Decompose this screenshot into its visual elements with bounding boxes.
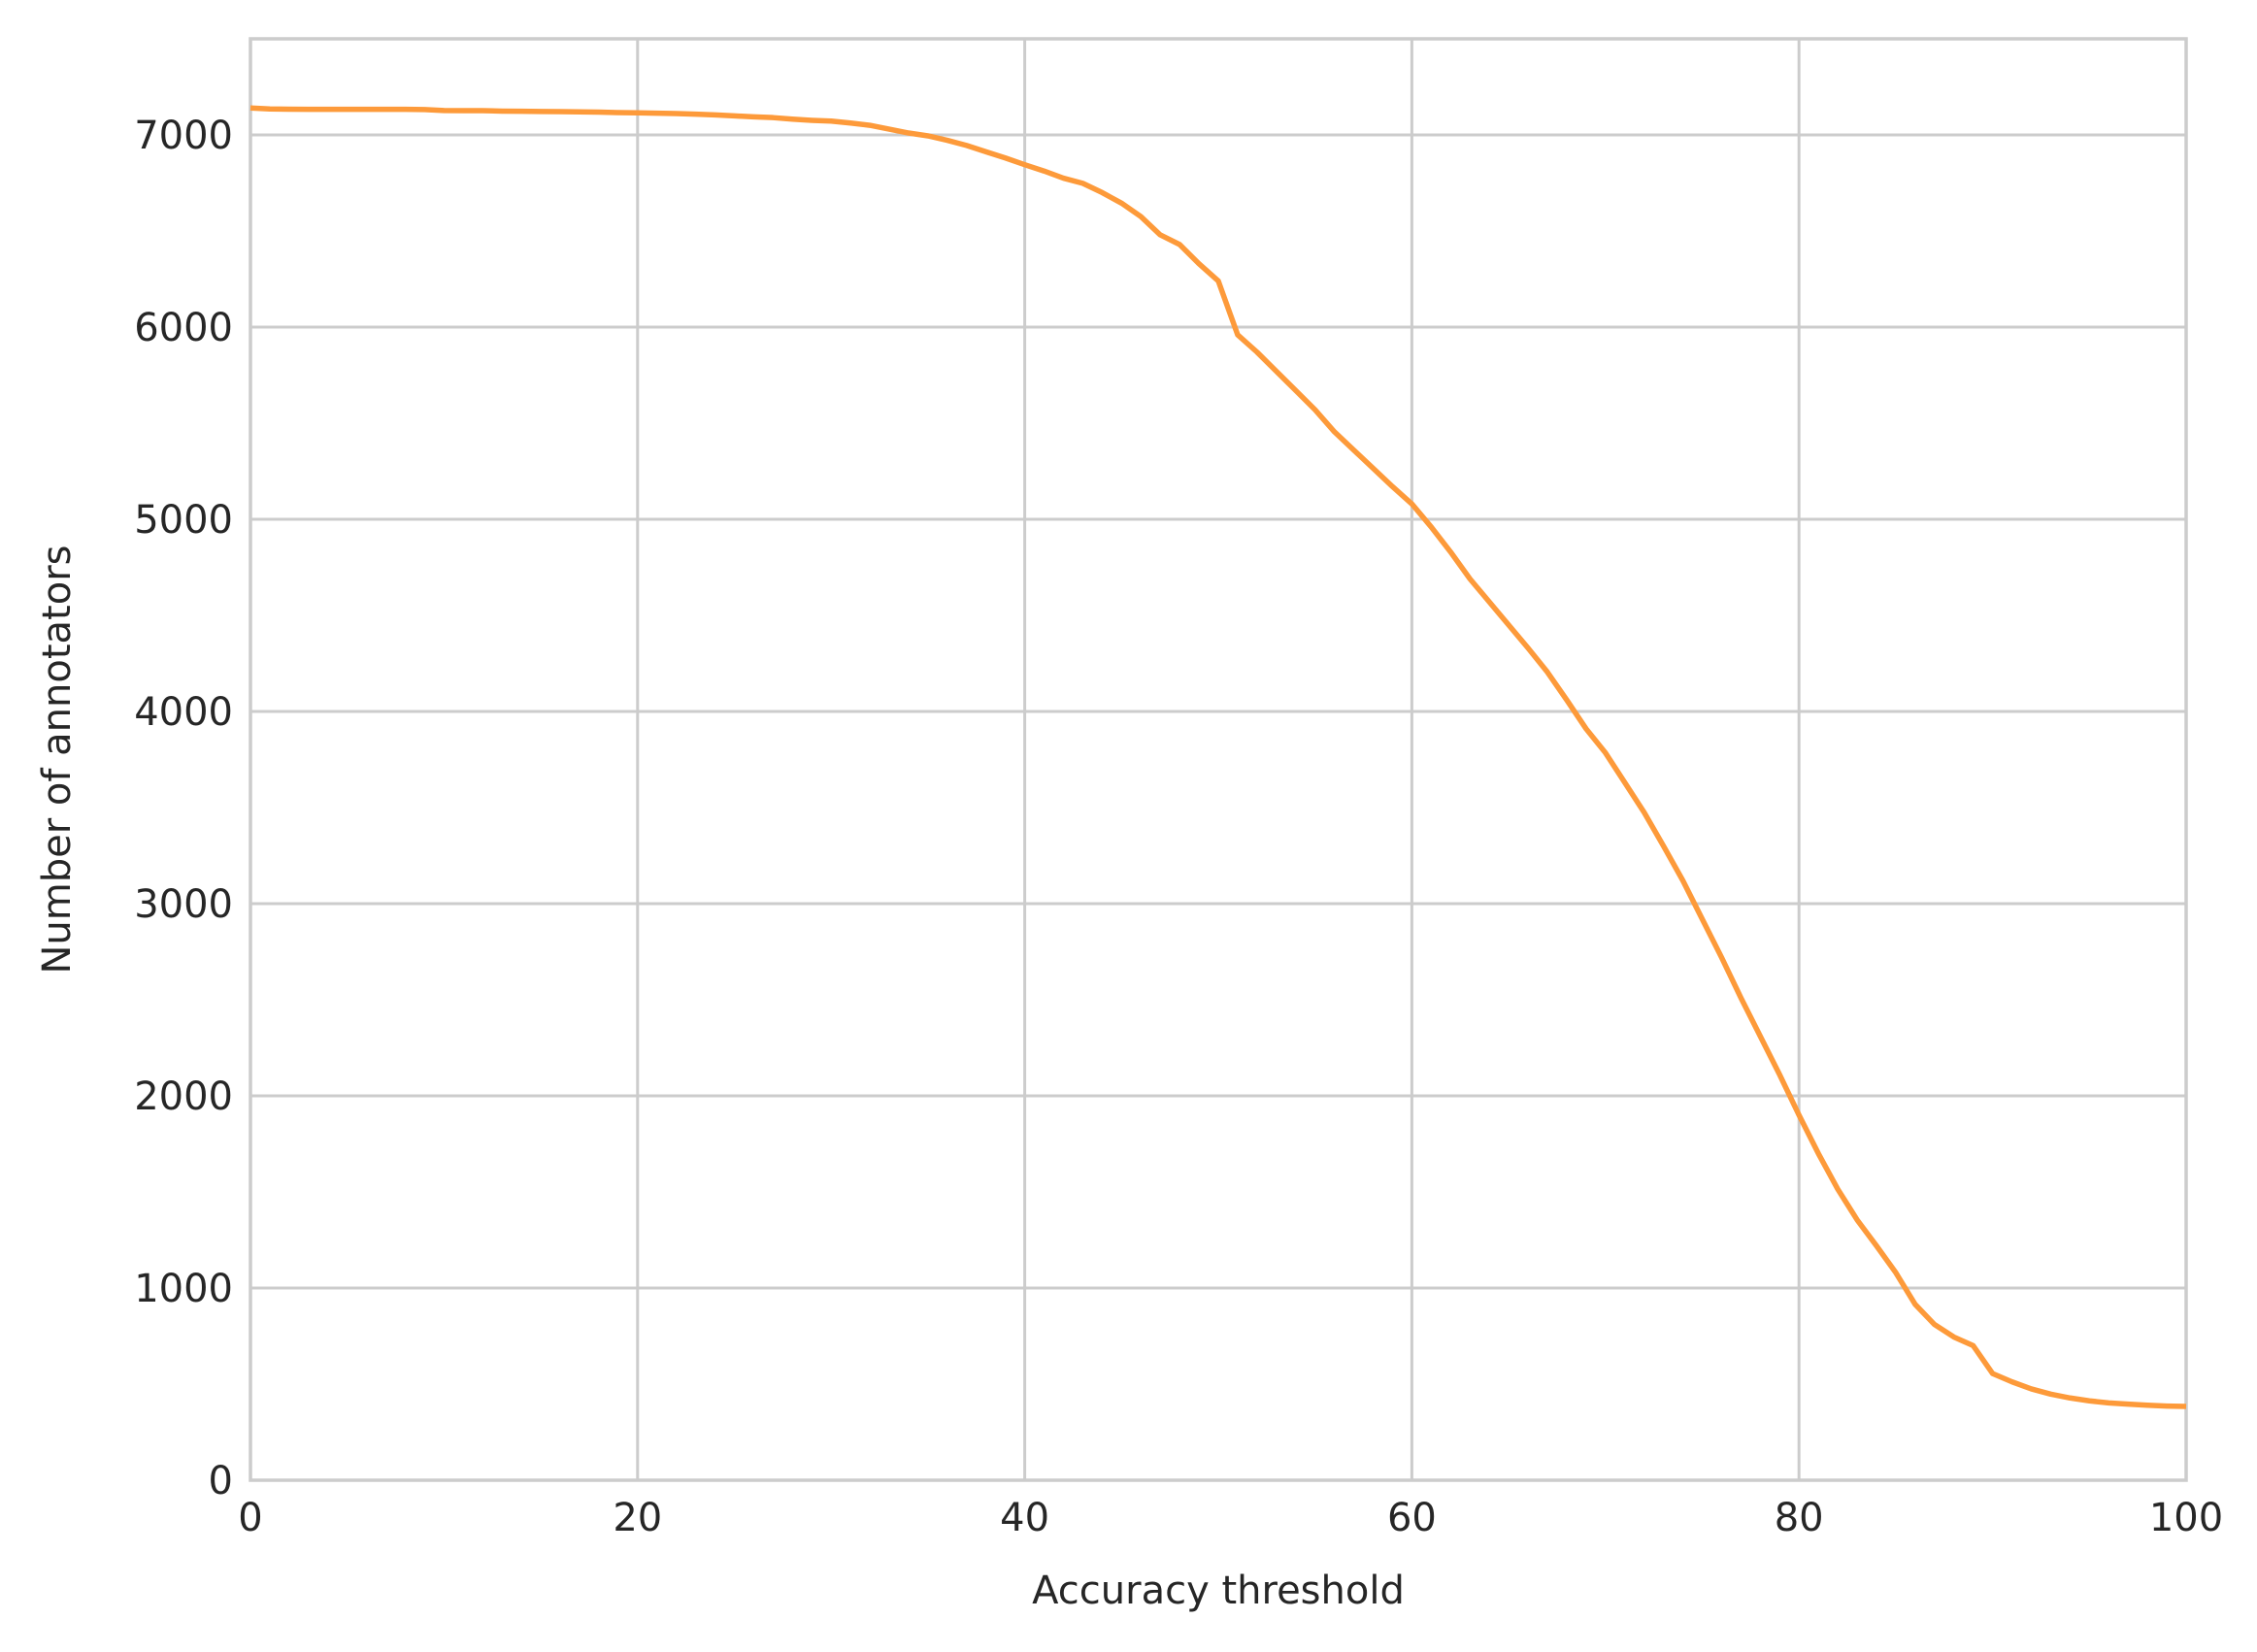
- series-layer: [249, 105, 2187, 1409]
- plot-frame: [249, 37, 2188, 1482]
- y-axis-title: Number of annotators: [35, 545, 80, 975]
- y-tick-label: 7000: [134, 114, 233, 158]
- x-tick-label: 40: [1000, 1496, 1049, 1540]
- x-tick-labels: 0 20 40 60 80 100: [238, 1496, 2223, 1540]
- x-tick-label: 0: [238, 1496, 262, 1540]
- y-tick-label: 0: [209, 1459, 233, 1503]
- y-tick-label: 2000: [134, 1074, 233, 1119]
- x-tick-label: 100: [2149, 1496, 2223, 1540]
- x-tick-label: 20: [613, 1496, 662, 1540]
- y-tick-labels: 0 1000 2000 3000 4000 5000 6000 7000: [134, 114, 233, 1503]
- x-tick-label: 60: [1387, 1496, 1437, 1540]
- x-axis-title: Accuracy threshold: [1032, 1569, 1405, 1613]
- y-gridlines: [250, 133, 2186, 1482]
- y-tick-label: 1000: [134, 1267, 233, 1311]
- y-tick-label: 5000: [134, 498, 233, 543]
- y-tick-label: 6000: [134, 306, 233, 350]
- y-tick-label: 3000: [134, 882, 233, 927]
- x-gridlines: [249, 39, 2188, 1480]
- series-line-annotators: [249, 105, 2187, 1409]
- y-tick-label: 4000: [134, 690, 233, 735]
- x-tick-label: 80: [1775, 1496, 1824, 1540]
